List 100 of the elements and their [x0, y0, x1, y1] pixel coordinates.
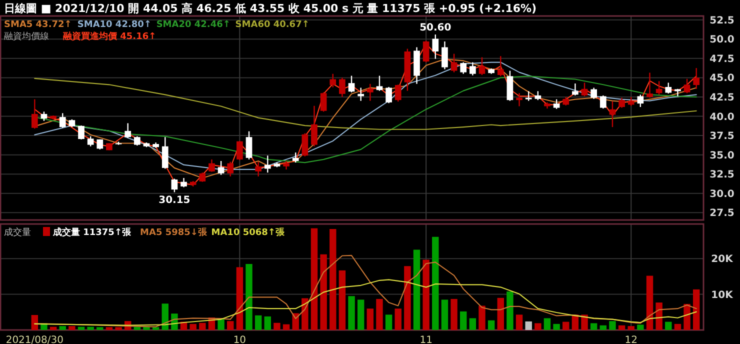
bar: [488, 320, 495, 330]
bar: [87, 326, 94, 330]
text: 融資買進均價 45.16↑: [63, 31, 156, 42]
candlestick: [292, 152, 299, 164]
bar: [96, 327, 104, 330]
y-tick-label: 52.5: [710, 15, 734, 26]
y-tick-label: 27.5: [710, 208, 734, 220]
text: SMA60 40.67↑: [235, 20, 310, 30]
bar: [385, 314, 392, 330]
candlestick: [478, 56, 486, 76]
candlestick: [684, 78, 690, 94]
bar: [330, 229, 336, 330]
candlestick: [339, 77, 346, 98]
bar: [422, 260, 430, 330]
candlestick: [134, 136, 140, 146]
candlestick: [386, 86, 392, 104]
candlestick: [59, 112, 66, 128]
x-tick-label: 2021/08/30: [6, 335, 64, 344]
candlestick: [180, 177, 187, 188]
chart-title: 成交量: [4, 227, 31, 238]
text: SMA20 42.46↑: [156, 20, 230, 30]
candlestick: [124, 122, 132, 138]
candlestick: [330, 73, 336, 88]
candlestick: [236, 140, 243, 161]
x-tick-label: 12: [624, 335, 638, 344]
bar: [553, 324, 560, 330]
candlestick: [264, 155, 271, 174]
bar: [68, 326, 76, 330]
candlestick: [255, 161, 262, 178]
candlestick: [442, 40, 448, 70]
bar: [516, 314, 523, 330]
bar: [674, 324, 682, 330]
text: SMA10 42.80↑: [77, 20, 152, 30]
candlestick: [246, 130, 252, 160]
candlestick: [78, 124, 84, 140]
bar: [376, 298, 383, 330]
candlestick: [376, 75, 383, 92]
bar: [143, 326, 150, 330]
bar: [134, 326, 141, 330]
candlestick: [693, 67, 700, 90]
bar: [366, 308, 374, 330]
bar: [665, 322, 672, 330]
candlestick: [31, 98, 38, 130]
bar: [460, 311, 467, 330]
bar: [581, 314, 588, 330]
x-tick-label: 10: [233, 335, 246, 344]
bar: [628, 326, 634, 330]
candlestick: [302, 132, 308, 157]
bar: [525, 321, 532, 330]
candlestick: [581, 82, 588, 97]
candlestick: [311, 105, 318, 147]
bar: [106, 327, 113, 330]
candlestick: [227, 161, 234, 178]
y-tick-label: 47.5: [710, 54, 734, 65]
bar: [348, 296, 355, 330]
bar: [404, 266, 411, 330]
bar: [656, 302, 662, 330]
bar: [310, 228, 318, 330]
candlestick: [460, 62, 467, 74]
bar: [600, 325, 606, 330]
candlestick: [525, 90, 532, 102]
bar: [282, 324, 290, 330]
bar: [497, 298, 504, 330]
chart-title: 日線圖 ■ 2021/12/10 開 44.05 高 46.25 低 43.55 收 45.00 s 元 量 11375 張 +0.95 (+2.16%): [4, 2, 537, 15]
y-tick-label: 50.0: [710, 34, 734, 46]
candlestick: [348, 75, 355, 93]
legend-label: 成交量 11375↑張: [52, 227, 132, 238]
y-tick-label: 42.5: [710, 92, 734, 104]
candlestick: [208, 158, 215, 172]
candlestick: [470, 62, 476, 76]
bar: [450, 298, 458, 330]
bar: [562, 322, 570, 330]
y-tick-label: 10K: [711, 290, 734, 301]
bar: [59, 326, 66, 330]
candlestick: [600, 94, 606, 110]
bar: [609, 321, 616, 330]
candlestick: [394, 84, 402, 102]
candlestick: [637, 94, 644, 108]
y-tick-label: 45.0: [710, 73, 734, 84]
annotation: 30.15: [158, 195, 190, 206]
bar: [469, 318, 476, 330]
bar: [544, 318, 551, 330]
bar: [413, 250, 420, 330]
bar: [50, 326, 57, 330]
bar: [338, 270, 346, 330]
candlestick: [646, 72, 653, 98]
x-tick-label: 11: [420, 335, 432, 344]
bar: [246, 264, 252, 330]
bar: [227, 321, 234, 330]
text: SMA5 43.72↑: [4, 20, 72, 30]
candlestick: [590, 87, 597, 100]
text: MA10 5068↑張: [211, 227, 286, 238]
bar: [394, 308, 402, 330]
candlestick: [87, 136, 94, 147]
annotation: 50.60: [420, 22, 452, 34]
bar: [274, 322, 280, 330]
candlestick: [450, 53, 458, 73]
bar: [190, 324, 196, 330]
candlestick: [218, 160, 224, 176]
line-series: [34, 78, 697, 130]
